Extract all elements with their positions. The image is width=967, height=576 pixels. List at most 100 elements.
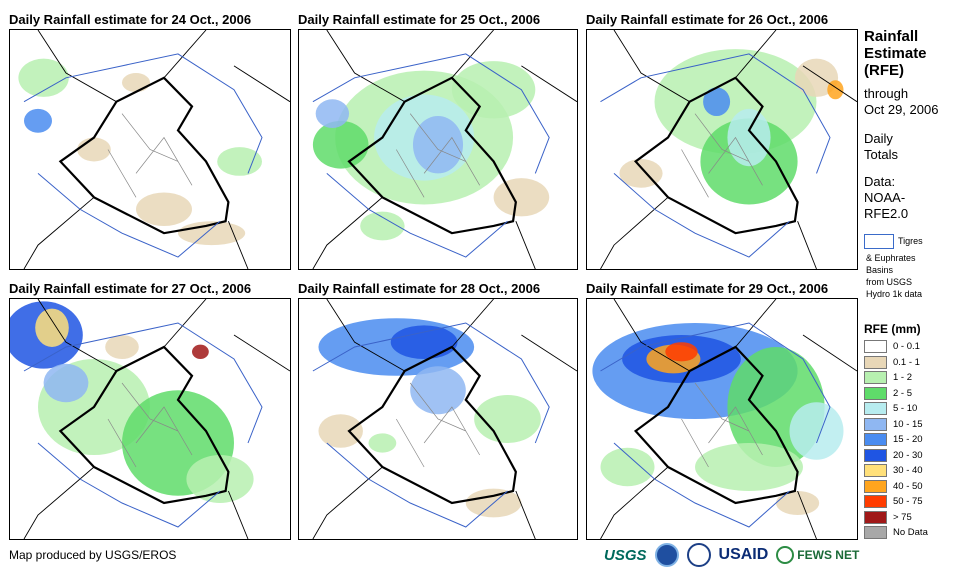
legend-swatch [864, 495, 887, 509]
legend-row: 1 - 2 [864, 370, 928, 386]
neighbour-border [37, 30, 117, 103]
neighbour-border [600, 196, 669, 269]
legend-row: 50 - 75 [864, 494, 928, 510]
rainfall-area [360, 211, 405, 241]
legend-label: 30 - 40 [893, 465, 923, 477]
rainfall-area [18, 58, 69, 97]
neighbour-border [797, 221, 817, 269]
legend-label: 0 - 0.1 [893, 341, 920, 353]
neighbour-border [802, 334, 857, 372]
legend-label: 10 - 15 [893, 418, 923, 430]
rainfall-map [312, 30, 577, 269]
legend-label: 20 - 30 [893, 449, 923, 461]
legend-row: 30 - 40 [864, 463, 928, 479]
map-frame [298, 29, 578, 270]
basin-label: Tigres [898, 236, 923, 246]
legend-label: 2 - 5 [893, 387, 913, 399]
legend-label: > 75 [893, 511, 912, 523]
neighbour-border [312, 196, 383, 269]
map-frame [586, 29, 858, 270]
legend-row: 10 - 15 [864, 417, 928, 433]
map-frame [586, 298, 858, 540]
rainfall-area [665, 342, 698, 362]
legend-row: 0.1 - 1 [864, 355, 928, 371]
legend-row: 15 - 20 [864, 432, 928, 448]
legend-title: Rainfall Estimate (RFE) [864, 28, 927, 79]
neighbour-border [735, 30, 777, 79]
rainfall-area [410, 366, 466, 415]
rfe-legend-title: RFE (mm) [864, 322, 921, 336]
admin-boundary [107, 418, 137, 468]
admin-boundary [395, 418, 425, 468]
rainfall-area [789, 402, 844, 460]
legend-swatch [864, 340, 887, 354]
rainfall-area [776, 491, 820, 515]
admin-boundary [135, 136, 193, 186]
neighbour-border [451, 30, 494, 79]
rainfall-map [18, 30, 290, 269]
usgs-logo: USGS [604, 546, 647, 564]
neighbour-border [797, 490, 817, 539]
legend-row: No Data [864, 525, 928, 541]
neighbour-border [23, 196, 95, 269]
noaa-logo-icon [654, 543, 679, 567]
neighbour-border [613, 30, 690, 103]
panel-title: Daily Rainfall estimate for 26 Oct., 200… [586, 12, 829, 27]
basin-outline [613, 173, 790, 258]
legend-swatch [864, 355, 887, 369]
basin-note: & Euphrates Basins from USGS Hydro 1k da… [866, 253, 923, 299]
rainfall-area [77, 137, 111, 162]
rainfall-area [315, 99, 350, 128]
rainfall-area [412, 116, 464, 174]
panel-title: Daily Rainfall estimate for 28 Oct., 200… [298, 281, 541, 296]
rainfall-area [474, 395, 541, 443]
neighbour-border [326, 299, 405, 372]
admin-boundary [409, 382, 466, 432]
rainfall-area [703, 87, 731, 117]
legend-row: 20 - 30 [864, 448, 928, 464]
rainfall-area [312, 120, 369, 169]
neighbour-border [163, 299, 207, 348]
country-border [633, 76, 799, 235]
logo-strip: USGS USAID FEWS NET [604, 543, 859, 567]
neighbour-border [735, 299, 777, 348]
legend-row: 40 - 50 [864, 479, 928, 495]
admin-boundary [708, 406, 763, 456]
rainfall-map [312, 299, 577, 539]
panel-title: Daily Rainfall estimate for 29 Oct., 200… [586, 281, 829, 296]
legend-row: 5 - 10 [864, 401, 928, 417]
legend-swatch [864, 417, 887, 431]
rainfall-area [24, 108, 52, 133]
neighbour-border [233, 334, 290, 372]
rainfall-map [592, 299, 857, 539]
basin-outline [23, 322, 263, 444]
legend-row: 2 - 5 [864, 386, 928, 402]
admin-boundary [708, 136, 763, 186]
admin-boundary [121, 113, 179, 162]
rainfall-area [493, 178, 550, 217]
neighbour-border [326, 30, 405, 103]
neighbour-border [312, 466, 383, 539]
basin-outline [23, 53, 263, 174]
rainfall-map [10, 299, 290, 539]
legend-swatch [864, 448, 887, 462]
map-frame [298, 298, 578, 540]
neighbour-border [521, 334, 577, 372]
rainfall-area [105, 335, 139, 359]
legend-swatch [864, 386, 887, 400]
rainfall-area [390, 325, 458, 359]
legend-label: 1 - 2 [893, 372, 913, 384]
legend-daily: Daily Totals [864, 131, 898, 162]
legend-label: No Data [893, 527, 928, 539]
admin-boundary [135, 406, 193, 456]
admin-boundary [423, 406, 481, 456]
legend-row: 0 - 0.1 [864, 339, 928, 355]
basin-outline [37, 442, 221, 528]
rainfall-area [43, 363, 89, 403]
rainfall-area [217, 147, 262, 176]
neighbour-border [600, 466, 669, 539]
basin-outline [613, 442, 790, 528]
country-border [347, 76, 517, 235]
legend-swatch [864, 526, 887, 540]
neighbour-border [23, 466, 95, 539]
